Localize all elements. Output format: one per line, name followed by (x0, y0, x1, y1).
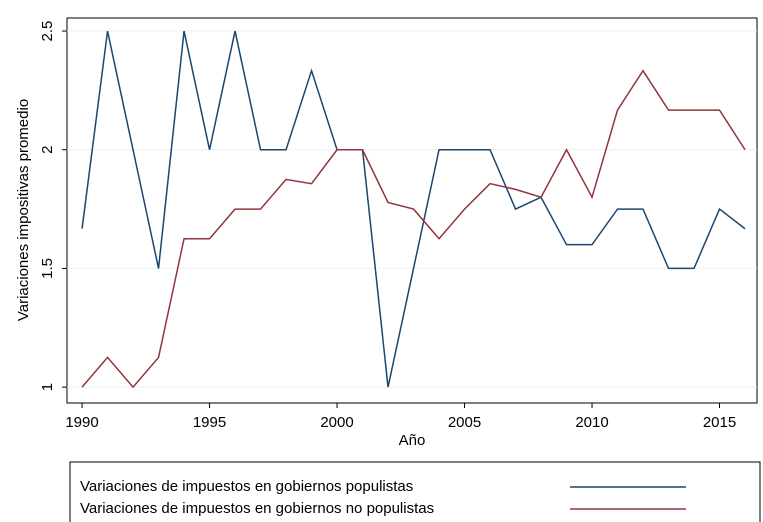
plot-area (66, 17, 758, 404)
legend-label: Variaciones de impuestos en gobiernos no… (80, 500, 434, 517)
y-tick-label: 1 (39, 383, 56, 391)
x-tick-label: 1990 (65, 414, 98, 431)
x-tick-label: 2000 (320, 414, 353, 431)
data-line (81, 30, 746, 388)
y-tick-label: 2.5 (39, 21, 56, 42)
y-tick-label: 2 (39, 146, 56, 154)
legend-box (69, 461, 761, 522)
x-tick-label: 2005 (448, 414, 481, 431)
x-axis-label: Año (399, 432, 426, 449)
x-tick-label: 2015 (703, 414, 736, 431)
data-line (81, 69, 746, 389)
x-tick-label: 2010 (575, 414, 608, 431)
legend-label: Variaciones de impuestos en gobiernos po… (80, 478, 413, 495)
y-tick-label: 1.5 (39, 258, 56, 279)
y-axis-label: Variaciones impositivas promedio (15, 99, 32, 321)
x-tick-label: 1995 (193, 414, 226, 431)
